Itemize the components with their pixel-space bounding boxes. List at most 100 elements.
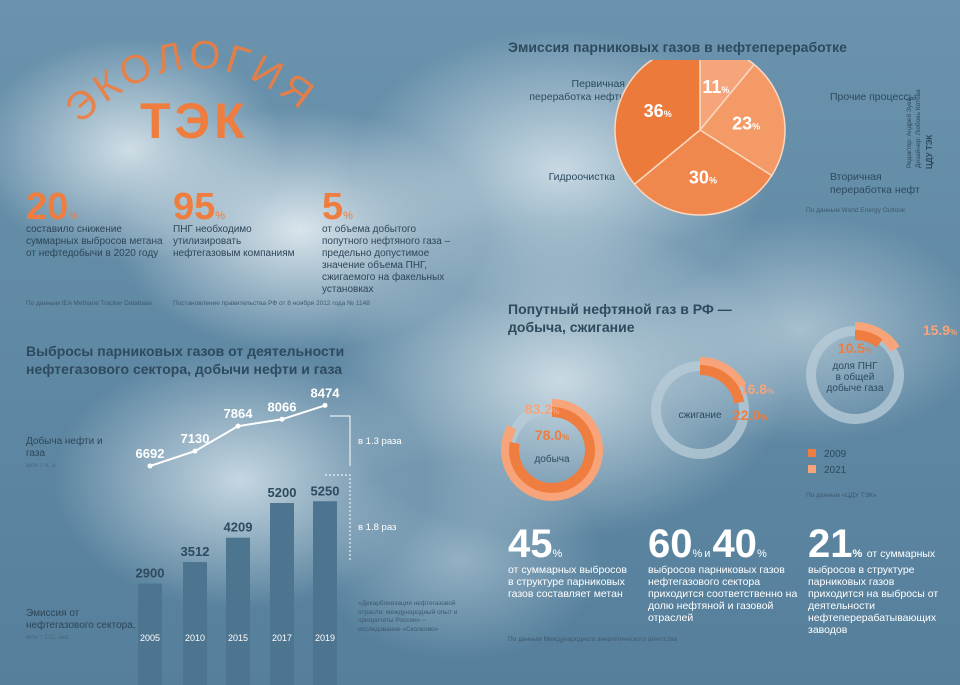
donut-value-2009: 22.0%: [733, 407, 767, 423]
line-value-label: 8066: [268, 399, 297, 414]
stat-45: 45% от суммарных выбросов в структуре па…: [508, 524, 628, 600]
line-point: [192, 448, 198, 454]
pie-category-label: Первичная переработка нефти: [529, 78, 625, 103]
donut-value-2021: 16.8%: [740, 381, 774, 397]
bar-x-tick: 2019: [315, 633, 335, 643]
stat-60-conj: и: [704, 548, 711, 560]
line-value-label: 7864: [224, 406, 254, 421]
line-point: [322, 402, 328, 408]
stat-20-text: составило снижение суммарных выбросов ме…: [26, 224, 163, 259]
emission-source: «Декарбонизация нефтегазовой отрасли: ме…: [358, 600, 458, 633]
emission-chart: 2900 2005 3512 2010 4209 2015 5200 2017 5250 2019…: [136, 385, 402, 685]
bar-value-label: 4209: [224, 520, 253, 535]
bar-value-label: 5250: [311, 483, 340, 498]
stat-45-text: от суммарных выбросов в структуре парник…: [508, 564, 627, 600]
line-ylabel: Добыча нефти и газа млн т н. э.: [26, 436, 116, 472]
bar-growth-bracket: [325, 474, 351, 560]
line-value-label: 7130: [181, 431, 210, 446]
stat-5: 5% от объема добытого попутного нефтяног…: [322, 188, 462, 296]
pie-slice: [698, 63, 786, 177]
pie-category-label: Прочие процессы: [830, 91, 916, 103]
line-point: [147, 463, 153, 469]
stat-60-40-text: выбросов парниковых газов нефтегазового …: [648, 564, 798, 624]
bar: [226, 537, 250, 685]
pie-title: Эмиссия парниковых газов в нефтеперерабо…: [508, 39, 847, 55]
legend-2009-label: 2009: [824, 449, 847, 460]
stat-60-value: 60: [648, 522, 693, 566]
bar-x-tick: 2010: [185, 633, 205, 643]
line-value-label: 8474: [311, 385, 341, 400]
bar: [313, 501, 337, 685]
bar-x-tick: 2005: [140, 633, 160, 643]
png-charts: 83.2% 78.0% добыча 16.8% 22.0% сжигание 15.9% 1…: [501, 322, 957, 501]
stat-21-value: 21: [808, 522, 853, 566]
pie-chart: 11% Первичная переработка нефти 23% Прочие п…: [529, 60, 920, 216]
line-ylabel-text: Добыча нефти и газа: [26, 436, 103, 459]
bar-x-tick: 2015: [228, 633, 248, 643]
stat-95-value: 95: [173, 186, 216, 228]
donut-label: сжигание: [678, 410, 721, 421]
donut-arc-2021: [501, 399, 603, 501]
bar-ylabel-text: Эмиссия от нефтегазового сектора,: [26, 608, 136, 631]
legend-2021: 2021: [808, 463, 846, 479]
donut-arc-2009: [509, 407, 595, 493]
bar-ylabel: Эмиссия от нефтегазового сектора, млн т …: [26, 608, 136, 644]
line-point: [279, 416, 285, 422]
title-line2: ТЭК: [140, 93, 249, 149]
stat-95-source: Постановление правительства РФ от 8 нояб…: [173, 300, 370, 307]
donut-label: добыча: [534, 453, 570, 465]
bar-value-label: 2900: [136, 566, 165, 581]
legend-2021-swatch: [808, 465, 816, 473]
pie-value-label: 11%: [702, 77, 729, 97]
donut-arc-2021: [854, 322, 900, 352]
donut-label: доля ПНГ в общей добыче газа: [827, 361, 884, 394]
stat-5-text: от объема добытого попутного нефтяного г…: [322, 224, 451, 295]
stat-20-source: По данным IEA Methane Tracker Database: [26, 300, 152, 307]
bar: [183, 562, 207, 685]
bar: [270, 503, 294, 685]
donut-value-2009: 10.5%: [838, 340, 872, 356]
bar-x-tick: 2017: [272, 633, 292, 643]
stat-95-text: ПНГ необходимо утилизировать нефтегазовы…: [173, 224, 295, 259]
donut-value-2021: 83.2%: [525, 401, 559, 417]
line-value-label: 6692: [136, 446, 165, 461]
pie-category-label: Гидроочистка: [549, 171, 616, 183]
bar-growth-note: в 1.8 раз: [358, 522, 396, 533]
donut-value-2009: 78.0%: [535, 427, 569, 443]
line-yunit: млн т н. э.: [26, 462, 57, 469]
donut-value-2021: 15.9%: [923, 322, 957, 338]
png-legend: 2009 2021: [808, 447, 846, 479]
stat-95-unit: %: [215, 210, 226, 222]
stat-40-value: 40: [712, 522, 757, 566]
title-arc: ЭКОЛОГИЯ: [60, 33, 320, 132]
stat-5-value: 5: [322, 186, 344, 228]
logo-text: ЦДУ ТЭК: [925, 134, 934, 169]
stat-5-unit: %: [343, 210, 353, 222]
stat-21-text: выбросов в структуре парниковых газов пр…: [808, 564, 939, 636]
donut-arc-2009: [699, 365, 745, 404]
stat-40-unit: %: [756, 548, 767, 560]
stat-60-unit: %: [692, 548, 703, 560]
pie-value-label: 30%: [689, 168, 717, 188]
line-growth-note: в 1.3 раза: [358, 436, 402, 447]
stat-60-40: 60% и40% выбросов парниковых газов нефтег…: [648, 524, 798, 624]
stat-21-unit: %: [852, 548, 863, 560]
legend-2009-swatch: [808, 449, 816, 457]
stat-95: 95% ПНГ необходимо утилизировать нефтега…: [173, 188, 308, 260]
stat-21: 21% от суммарных выбросов в структуре па…: [808, 524, 948, 636]
bar: [138, 583, 162, 685]
stat-45-unit: %: [552, 548, 563, 560]
bar-value-label: 3512: [181, 544, 210, 559]
line-point: [235, 423, 241, 429]
bottom-source: По данным Международного энергетического…: [508, 636, 677, 643]
bar-value-label: 5200: [268, 485, 297, 500]
pie-value-label: 23%: [732, 114, 760, 134]
legend-2021-label: 2021: [824, 465, 847, 476]
stat-45-value: 45: [508, 522, 553, 566]
pie-slice: [614, 60, 701, 186]
donut-arc-2021: [699, 357, 747, 390]
line-growth-bracket: [330, 415, 351, 466]
stat-20-unit: %: [68, 210, 79, 222]
png-source: По данным «ЦДУ ТЭК»: [806, 492, 877, 499]
